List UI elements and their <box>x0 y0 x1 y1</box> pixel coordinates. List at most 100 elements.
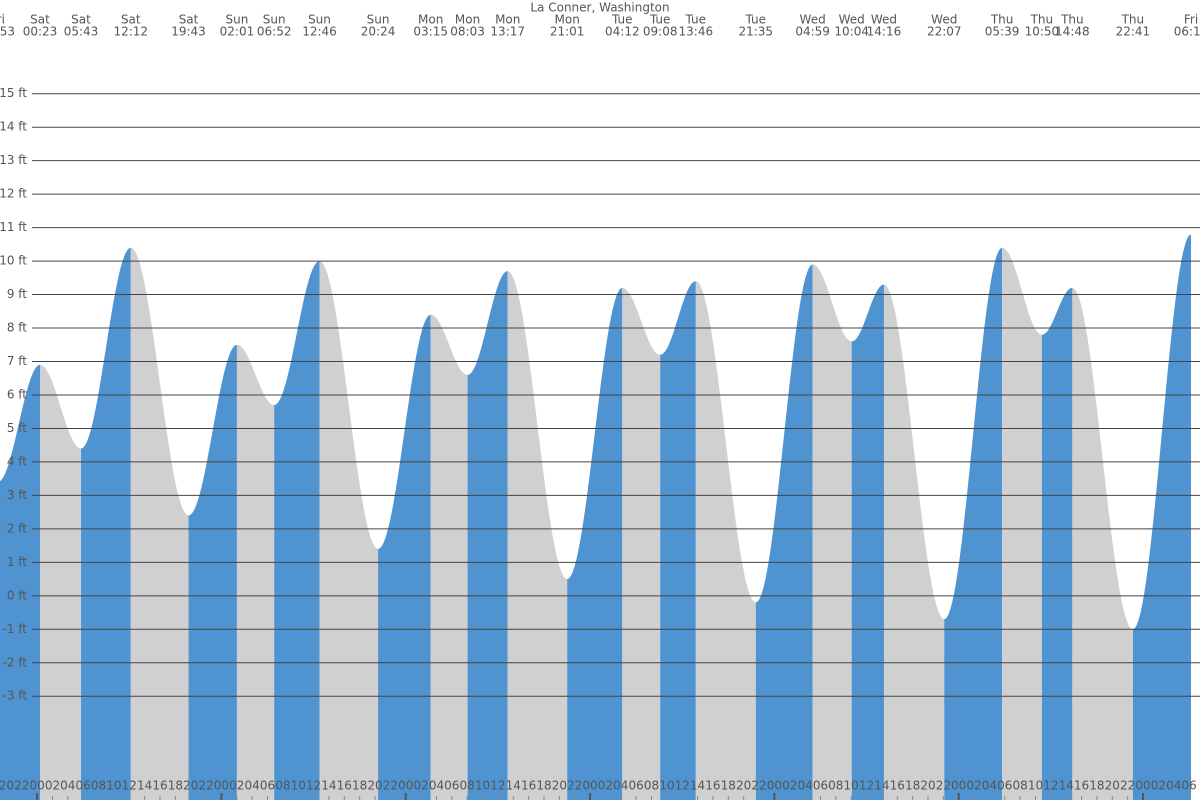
x-tick-label: 10 <box>106 779 121 793</box>
extreme-time: 19:43 <box>171 25 206 39</box>
x-tick-label: 10 <box>475 779 490 793</box>
rising-tide <box>378 314 431 800</box>
y-tick-label: 14 ft <box>0 120 27 134</box>
rising-tide <box>467 271 508 800</box>
x-tick-label: 16 <box>1074 779 1089 793</box>
x-tick-label: 08 <box>460 779 475 793</box>
x-tick-label: 20 <box>1105 779 1120 793</box>
extreme-day: Sun <box>263 13 286 27</box>
extreme-day: Sun <box>367 13 390 27</box>
extreme-time: 21:35 <box>738 25 773 39</box>
extreme-day: Tue <box>745 13 767 27</box>
x-tick-label: 12 <box>1043 779 1058 793</box>
extreme-time: 12:46 <box>302 25 337 39</box>
extreme-day: Wed <box>931 13 957 27</box>
x-tick-label: 20 <box>183 779 198 793</box>
x-tick-label: 06 <box>628 779 643 793</box>
rising-tide <box>1132 234 1192 800</box>
x-tick-label: 00 <box>582 779 597 793</box>
rising-tide <box>1041 287 1073 800</box>
extreme-time: 05:39 <box>985 25 1020 39</box>
rising-tide <box>944 247 1003 800</box>
x-tick-label: 16 <box>890 779 905 793</box>
x-tick-label: 20 <box>552 779 567 793</box>
extreme-day: Sat <box>71 13 91 27</box>
extreme-time: 13:17 <box>490 25 525 39</box>
y-tick-label: 0 ft <box>7 588 27 602</box>
x-tick-label: 22 <box>567 779 582 793</box>
x-tick-label: 02 <box>966 779 981 793</box>
x-tick-label: 16 <box>521 779 536 793</box>
extreme-time: 05:43 <box>64 25 99 39</box>
y-tick-label: -2 ft <box>3 655 28 669</box>
extreme-time: 10:50 <box>1025 25 1060 39</box>
x-tick-label: 02 <box>598 779 613 793</box>
extreme-day: Tue <box>685 13 707 27</box>
extreme-time: 18:53 <box>0 25 15 39</box>
x-tick-label: 18 <box>721 779 736 793</box>
x-tick-label: 02 <box>413 779 428 793</box>
x-tick-label: 08 <box>828 779 843 793</box>
x-tick-label: 22 <box>936 779 951 793</box>
extreme-time: 10:04 <box>834 25 869 39</box>
y-tick-label: -3 ft <box>3 689 28 703</box>
extreme-day: Wed <box>800 13 826 27</box>
extreme-day: Sun <box>308 13 331 27</box>
x-tick-label: 20 <box>367 779 382 793</box>
extreme-time: 22:07 <box>927 25 962 39</box>
x-tick-label: 04 <box>60 779 75 793</box>
extreme-time: 12:12 <box>113 25 148 39</box>
x-tick-label: 06 <box>76 779 91 793</box>
x-tick-label: 20 <box>736 779 751 793</box>
falling-tide <box>130 247 189 800</box>
extreme-day: Mon <box>495 13 520 27</box>
x-tick-label: 00 <box>1135 779 1150 793</box>
extreme-time: 20:24 <box>361 25 396 39</box>
falling-tide <box>695 281 756 800</box>
x-tick-label: 10 <box>291 779 306 793</box>
x-tick-label: 06 <box>813 779 828 793</box>
x-tick-label: 08 <box>644 779 659 793</box>
x-tick-label: 14 <box>874 779 889 793</box>
x-tick-label: 02 <box>782 779 797 793</box>
y-tick-label: 5 ft <box>7 421 27 435</box>
x-tick-label: 18 <box>1089 779 1104 793</box>
y-tick-label: 15 ft <box>0 86 27 100</box>
x-tick-label: 22 <box>751 779 766 793</box>
y-tick-label: 3 ft <box>7 488 27 502</box>
extreme-day: Sat <box>121 13 141 27</box>
extreme-time: 00:23 <box>23 25 58 39</box>
rising-tide <box>567 287 623 800</box>
x-tick-label: 02 <box>45 779 60 793</box>
x-tick-label: 04 <box>982 779 997 793</box>
extreme-day: Thu <box>1060 13 1084 27</box>
x-tick-label: 00 <box>214 779 229 793</box>
y-tick-label: 8 ft <box>7 321 27 335</box>
x-tick-label: 04 <box>613 779 628 793</box>
x-tick-label: 22 <box>198 779 213 793</box>
extreme-day: Sun <box>226 13 249 27</box>
extreme-time: 06:52 <box>257 25 292 39</box>
x-tick-label: 08 <box>91 779 106 793</box>
x-tick-label: 00 <box>398 779 413 793</box>
extreme-time: 14:16 <box>867 25 902 39</box>
x-tick-label: 14 <box>321 779 336 793</box>
x-tick-label: 00 <box>767 779 782 793</box>
extreme-time: 02:01 <box>220 25 255 39</box>
y-tick-label: 6 ft <box>7 387 27 401</box>
extreme-time: 22:41 <box>1116 25 1151 39</box>
tide-areas <box>0 234 1192 800</box>
x-tick-label: 14 <box>690 779 705 793</box>
extreme-time: 09:08 <box>643 25 678 39</box>
y-tick-label: 11 ft <box>0 220 27 234</box>
x-tick-label: 06 <box>444 779 459 793</box>
rising-tide <box>755 264 813 800</box>
x-tick-label: 16 <box>152 779 167 793</box>
y-tick-label: 7 ft <box>7 354 27 368</box>
falling-tide <box>1002 247 1042 800</box>
extreme-day: Thu <box>990 13 1014 27</box>
x-tick-label: 20 <box>0 779 14 793</box>
rising-tide <box>660 281 696 800</box>
x-tick-label: 10 <box>844 779 859 793</box>
